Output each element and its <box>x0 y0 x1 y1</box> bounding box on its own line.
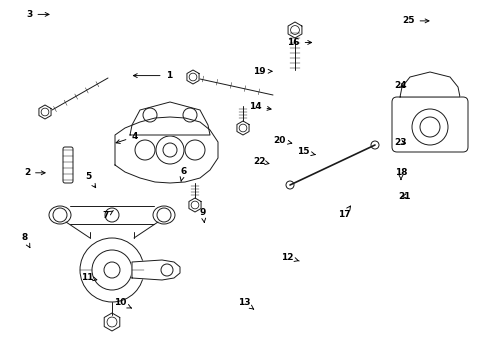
Text: 9: 9 <box>199 208 206 222</box>
Text: 2: 2 <box>24 168 45 177</box>
Text: 10: 10 <box>113 298 131 308</box>
FancyBboxPatch shape <box>63 147 73 183</box>
Text: 4: 4 <box>116 132 138 144</box>
Text: 18: 18 <box>394 167 407 179</box>
Polygon shape <box>57 203 167 238</box>
FancyBboxPatch shape <box>391 97 467 152</box>
Text: 24: 24 <box>394 81 407 90</box>
Text: 17: 17 <box>338 206 350 219</box>
Text: 22: 22 <box>252 157 268 166</box>
Polygon shape <box>130 102 209 135</box>
Text: 6: 6 <box>180 166 186 181</box>
Text: 23: 23 <box>394 138 407 147</box>
Text: 21: 21 <box>398 192 410 201</box>
Text: 11: 11 <box>81 273 97 282</box>
Text: 16: 16 <box>286 38 311 47</box>
Text: 12: 12 <box>281 253 299 262</box>
Text: 13: 13 <box>238 298 253 309</box>
Text: 1: 1 <box>133 71 171 80</box>
Polygon shape <box>132 260 180 280</box>
Text: 3: 3 <box>26 10 49 19</box>
Polygon shape <box>115 117 218 183</box>
Text: 5: 5 <box>85 172 96 188</box>
Text: 8: 8 <box>21 233 30 248</box>
Text: 15: 15 <box>296 148 314 156</box>
Text: 20: 20 <box>273 136 291 145</box>
Text: 14: 14 <box>248 102 270 111</box>
Text: 25: 25 <box>401 16 428 25</box>
Text: 19: 19 <box>252 67 271 76</box>
Polygon shape <box>399 72 459 97</box>
Text: 7: 7 <box>102 211 113 220</box>
